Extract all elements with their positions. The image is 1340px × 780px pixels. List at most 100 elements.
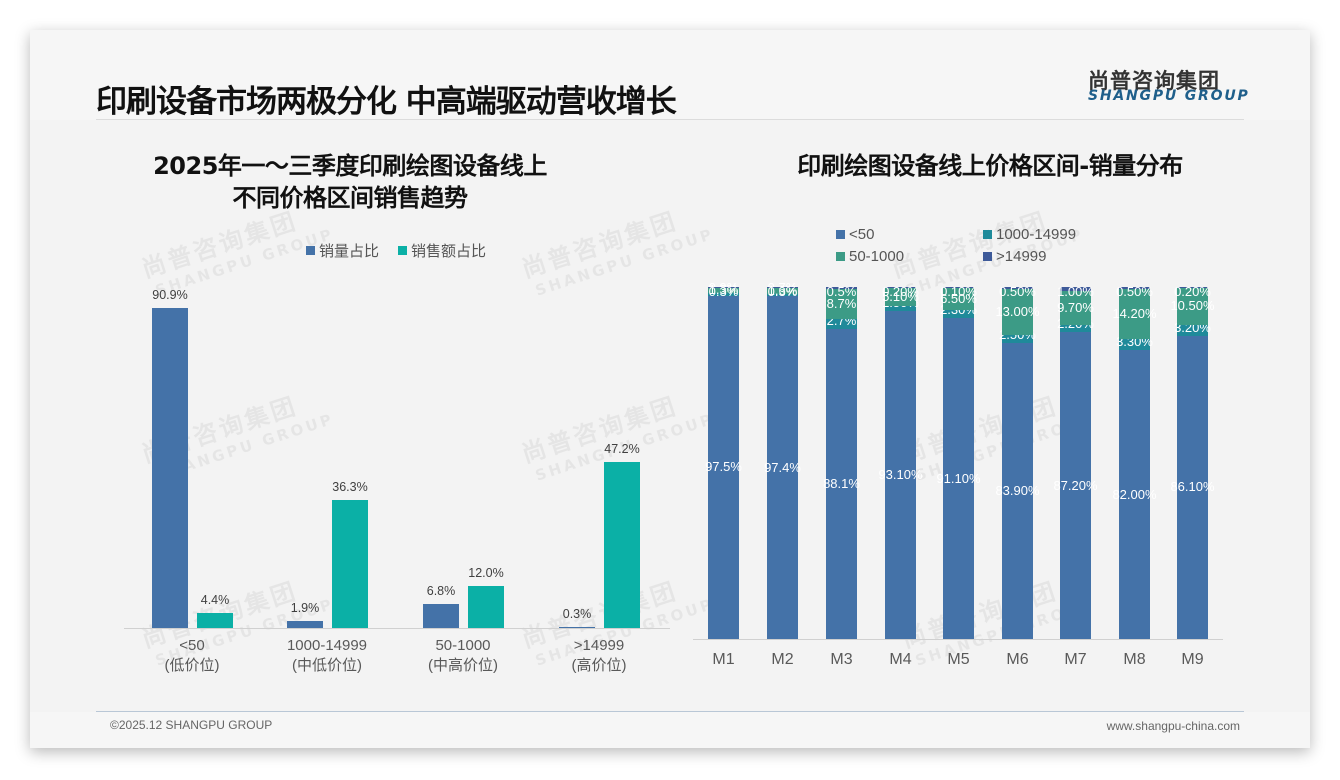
stacked-segment [885, 305, 916, 311]
category-label: 50-1000 (中高价位) [388, 636, 538, 676]
legend-item-1000-14999: 1000-14999 [983, 226, 1076, 243]
category-tier: (高价位) [571, 657, 627, 674]
legend-label: 50-1000 [849, 248, 905, 265]
segment-value-label: 14.20% [1112, 305, 1157, 321]
stacked-segment [1119, 350, 1150, 639]
stacked-segment [1119, 287, 1150, 289]
bar [468, 585, 504, 628]
stacked-segment [826, 328, 857, 639]
month-label: M1 [712, 651, 735, 668]
stacked-segment [1060, 290, 1091, 325]
segment-value-label: 93.10% [878, 466, 923, 482]
month-label: M5 [947, 651, 970, 668]
bar [604, 461, 640, 628]
segment-value-label: 9.70% [1057, 299, 1094, 315]
stacked-segment [1060, 287, 1091, 291]
segment-value-label: 87.20% [1053, 477, 1098, 493]
legend-label: 销售额占比 [411, 243, 487, 260]
stacked-segment [708, 292, 739, 296]
footer-divider [96, 711, 1244, 712]
stacked-segment [1002, 334, 1033, 344]
segment-value-label: 1.3% [708, 282, 739, 298]
category-tier: (低价位) [164, 657, 220, 674]
bar-value-label: 47.2% [604, 441, 640, 456]
watermark-en: SHANGPU GROUP [533, 224, 717, 300]
page-title: 印刷设备市场两极分化 中高端驱动营收增长 [96, 84, 677, 120]
legend-item-gt14999: >14999 [983, 248, 1046, 265]
legend-item-revenue-share: 销售额占比 [398, 240, 486, 261]
bar-value-label: 90.9% [152, 288, 188, 302]
category-range: 1000-14999 [286, 637, 368, 654]
category-label: <50 (低价位) [117, 636, 267, 676]
segment-value-label: 82.00% [1112, 486, 1157, 502]
stacked-segment [1177, 287, 1208, 288]
segment-value-label: 6.50% [940, 290, 977, 306]
stacked-segment [767, 296, 798, 639]
stacked-segment [1002, 287, 1033, 289]
left-chart-title: 2025年一～三季度印刷绘图设备线上 不同价格区间销售趋势 [110, 150, 590, 214]
left-chart-title-line1: 2025年一～三季度印刷绘图设备线上 [153, 152, 547, 180]
legend-label: 1000-14999 [996, 226, 1077, 243]
footer-copyright: ©2025.12 SHANGPU GROUP [110, 718, 273, 732]
category-range: >14999 [573, 637, 625, 654]
bar [423, 604, 459, 628]
category-label: 1000-14999 (中低价位) [252, 636, 402, 676]
stacked-segment [1060, 324, 1091, 333]
legend-swatch-icon [836, 252, 845, 261]
month-label: M6 [1006, 651, 1029, 668]
stacked-segment [767, 288, 798, 294]
legend-item-volume-share: 销量占比 [306, 240, 379, 261]
footer-website[interactable]: www.shangpu-china.com [1106, 719, 1240, 733]
left-chart-title-line2: 不同价格区间销售趋势 [232, 184, 469, 212]
category-range: <50 [179, 637, 205, 654]
stacked-segment [1177, 324, 1208, 336]
stacked-segment [767, 287, 798, 289]
segment-value-label: 5.10% [882, 288, 919, 304]
legend-label: >14999 [996, 248, 1047, 265]
segment-value-label: 0.20% [1174, 284, 1211, 299]
segment-value-label: 0.20% [882, 284, 919, 299]
legend-label: 销量占比 [319, 243, 380, 260]
stacked-segment [943, 287, 974, 311]
stacked-segment [826, 319, 857, 329]
header-band [30, 30, 1310, 120]
slide: 印刷设备市场两极分化 中高端驱动营收增长 尚普咨询集团 SHANGPU GROU… [30, 30, 1310, 748]
stacked-segment [943, 318, 974, 639]
bar-value-label: 36.3% [332, 480, 368, 495]
month-label: M2 [771, 651, 794, 668]
segment-value-label: 0.10% [940, 284, 977, 299]
bar [152, 308, 188, 628]
stacked-segment [708, 295, 739, 639]
stacked-segment [1119, 338, 1150, 351]
stacked-segment [885, 287, 916, 306]
legend-swatch-icon [398, 246, 407, 255]
stacked-segment [1002, 288, 1033, 335]
logo-cn: 尚普咨询集团 [1088, 69, 1220, 93]
stacked-segment [1002, 343, 1033, 639]
segment-value-label: 1.00% [1057, 284, 1094, 299]
segment-value-label: 97.4% [764, 459, 801, 475]
segment-value-label: 10.50% [1170, 298, 1215, 314]
segment-value-label: 0.3% [767, 284, 798, 299]
left-x-axis [124, 628, 670, 629]
right-x-axis [693, 639, 1223, 640]
category-tier: (中低价位) [292, 657, 362, 674]
bar-value-label: 12.0% [468, 565, 504, 580]
month-label: M4 [889, 651, 912, 668]
category-label: >14999 (高价位) [524, 636, 674, 676]
segment-value-label: 0.50% [1116, 284, 1153, 299]
legend-swatch-icon [306, 246, 315, 255]
bar [197, 612, 233, 628]
stacked-segment [767, 293, 798, 297]
month-label: M7 [1064, 651, 1087, 668]
bar [332, 500, 368, 628]
segment-value-label: 86.10% [1170, 479, 1215, 495]
bar-value-label: 6.8% [426, 584, 456, 599]
month-label: M9 [1181, 651, 1204, 668]
bar-value-label: 1.9% [290, 601, 320, 616]
stacked-segment [1177, 287, 1208, 325]
legend-label: <50 [849, 226, 875, 243]
category-range: 50-1000 [435, 637, 491, 654]
category-tier: (中高价位) [428, 657, 498, 674]
stacked-segment [1119, 288, 1150, 339]
